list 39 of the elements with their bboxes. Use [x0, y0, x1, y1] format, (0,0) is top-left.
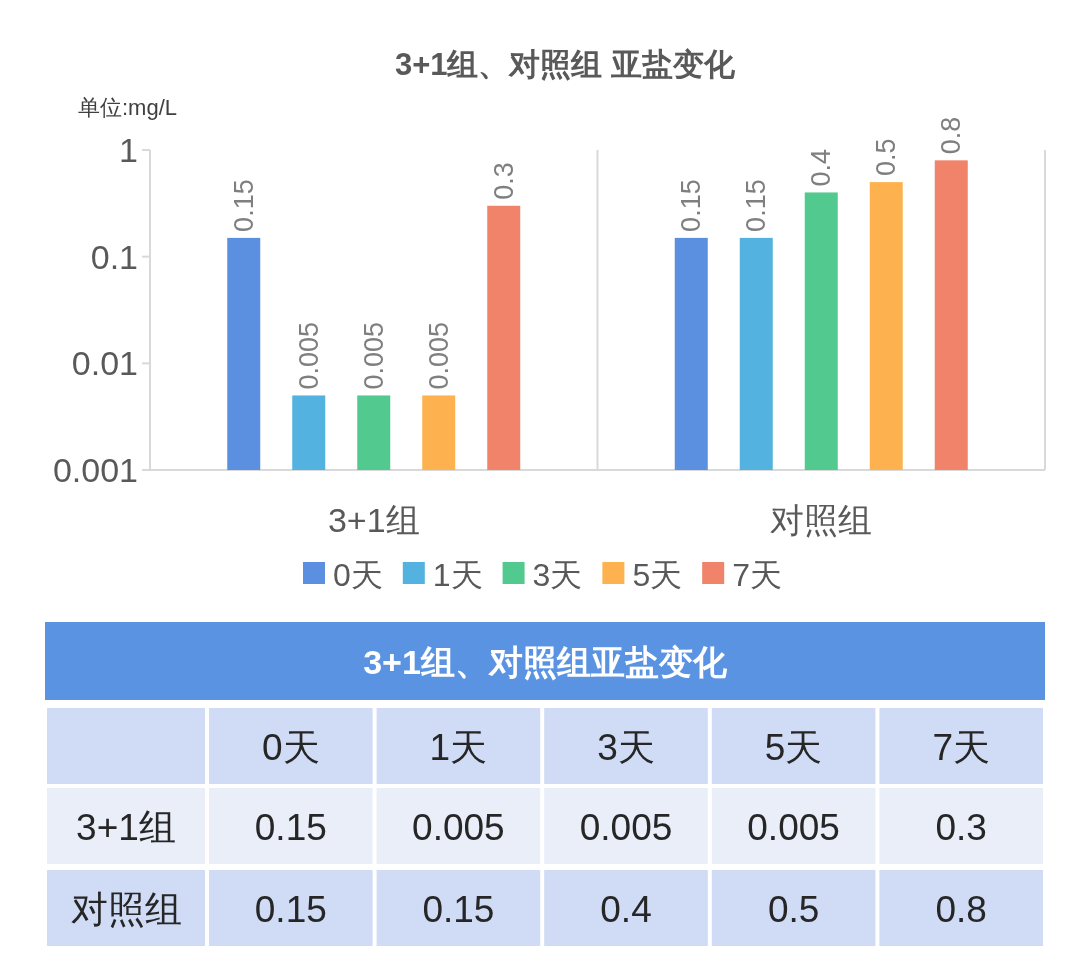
- chart-title: 3+1组、对照组 亚盐变化: [394, 47, 737, 82]
- text: 0.3: [935, 807, 987, 848]
- text: 0.15: [422, 889, 495, 930]
- y-tick-label: 0.1: [90, 237, 138, 276]
- data-label: 0.3: [488, 162, 519, 200]
- data-label: 0.005: [423, 321, 454, 390]
- legend-label: 0天: [333, 557, 383, 593]
- text: 0天: [262, 727, 320, 768]
- text: 0.005: [412, 807, 505, 848]
- y-tick-label: 0.01: [71, 344, 138, 383]
- legend-label: 3天: [532, 557, 583, 593]
- text: 3+1组、对照组亚盐变化: [363, 643, 728, 681]
- text: 0.5: [767, 889, 820, 930]
- text: 0.4: [600, 889, 652, 930]
- data-label: 0.4: [806, 148, 837, 187]
- text: 0.005: [579, 807, 673, 848]
- data-label: 0.15: [676, 179, 707, 232]
- legend-label: 5天: [632, 557, 683, 593]
- data-label: 0.005: [358, 321, 389, 390]
- legend-label: 1天: [432, 557, 483, 593]
- text: 0.15: [254, 807, 327, 848]
- data-label: 0.15: [741, 179, 772, 232]
- y-axis-title: 单位:mg/L: [78, 95, 178, 120]
- data-label: 0.005: [293, 321, 324, 390]
- data-label: 0.5: [871, 138, 902, 177]
- text: 0.15: [254, 889, 327, 930]
- y-tick-label: 0.001: [52, 451, 138, 489]
- data-label: 0.8: [936, 116, 967, 155]
- text: 0.005: [747, 807, 840, 848]
- text: 1天: [429, 727, 488, 768]
- y-tick-label: 1: [119, 131, 138, 169]
- legend-label: 7天: [732, 557, 782, 593]
- text: 5天: [764, 727, 823, 768]
- text: 3天: [597, 727, 655, 768]
- data-label: 0.15: [228, 179, 259, 232]
- category-label: 3+1组: [76, 807, 176, 848]
- text: 0.8: [935, 889, 987, 930]
- text: 7天: [932, 727, 990, 768]
- category-label: 对照组: [70, 889, 182, 930]
